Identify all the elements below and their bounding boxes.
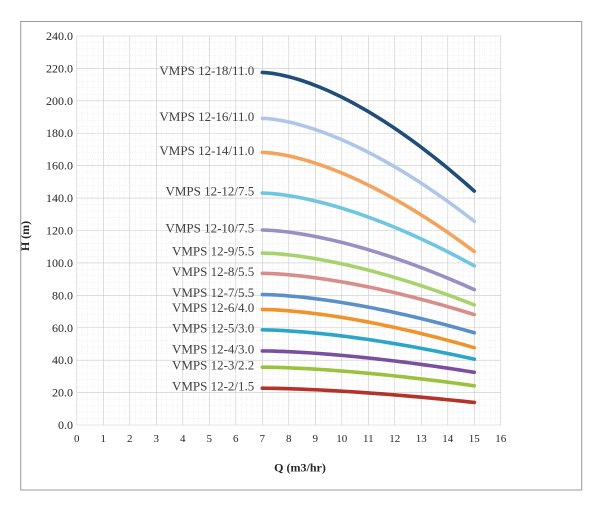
svg-text:10: 10 [336, 433, 348, 445]
svg-text:Q (m3/hr): Q (m3/hr) [274, 461, 326, 475]
svg-text:20.0: 20.0 [52, 386, 73, 400]
svg-text:9: 9 [313, 433, 319, 445]
svg-text:H (m): H (m) [18, 221, 32, 251]
svg-text:13: 13 [416, 433, 428, 445]
svg-text:VMPS 12-12/7.5: VMPS 12-12/7.5 [165, 184, 254, 199]
svg-text:16: 16 [495, 433, 507, 445]
svg-text:3: 3 [154, 433, 160, 445]
svg-text:VMPS 12-7/5.5: VMPS 12-7/5.5 [172, 285, 254, 300]
svg-text:VMPS 12-16/11.0: VMPS 12-16/11.0 [159, 109, 254, 124]
svg-text:240.0: 240.0 [46, 29, 73, 43]
svg-text:120.0: 120.0 [46, 224, 73, 238]
svg-text:VMPS 12-4/3.0: VMPS 12-4/3.0 [172, 341, 254, 356]
svg-text:80.0: 80.0 [52, 288, 73, 302]
svg-text:VMPS 12-8/5.5: VMPS 12-8/5.5 [172, 264, 254, 279]
svg-text:12: 12 [389, 433, 400, 445]
svg-text:15: 15 [469, 433, 481, 445]
svg-text:VMPS 12-9/5.5: VMPS 12-9/5.5 [172, 244, 254, 259]
svg-text:180.0: 180.0 [46, 126, 73, 140]
svg-text:0.0: 0.0 [58, 418, 73, 432]
svg-text:6: 6 [233, 433, 239, 445]
svg-text:VMPS 12-6/4.0: VMPS 12-6/4.0 [172, 300, 254, 315]
svg-text:160.0: 160.0 [46, 159, 73, 173]
svg-text:8: 8 [286, 433, 292, 445]
svg-text:2: 2 [127, 433, 133, 445]
svg-text:40.0: 40.0 [52, 353, 73, 367]
svg-text:1: 1 [101, 433, 107, 445]
svg-text:4: 4 [180, 433, 186, 445]
svg-text:140.0: 140.0 [46, 191, 73, 205]
svg-text:14: 14 [442, 433, 454, 445]
svg-text:100.0: 100.0 [46, 256, 73, 270]
svg-text:11: 11 [363, 433, 374, 445]
svg-text:7: 7 [260, 433, 266, 445]
svg-text:5: 5 [207, 433, 213, 445]
svg-text:VMPS 12-18/11.0: VMPS 12-18/11.0 [159, 63, 254, 78]
svg-text:200.0: 200.0 [46, 94, 73, 108]
svg-text:VMPS 12-14/11.0: VMPS 12-14/11.0 [159, 143, 254, 158]
svg-text:VMPS 12-10/7.5: VMPS 12-10/7.5 [165, 221, 254, 236]
svg-text:60.0: 60.0 [52, 321, 73, 335]
svg-text:220.0: 220.0 [46, 61, 73, 75]
svg-text:0: 0 [74, 433, 80, 445]
svg-text:VMPS 12-2/1.5: VMPS 12-2/1.5 [172, 379, 254, 394]
svg-text:VMPS 12-5/3.0: VMPS 12-5/3.0 [172, 320, 254, 335]
svg-text:VMPS 12-3/2.2: VMPS 12-3/2.2 [172, 358, 254, 373]
